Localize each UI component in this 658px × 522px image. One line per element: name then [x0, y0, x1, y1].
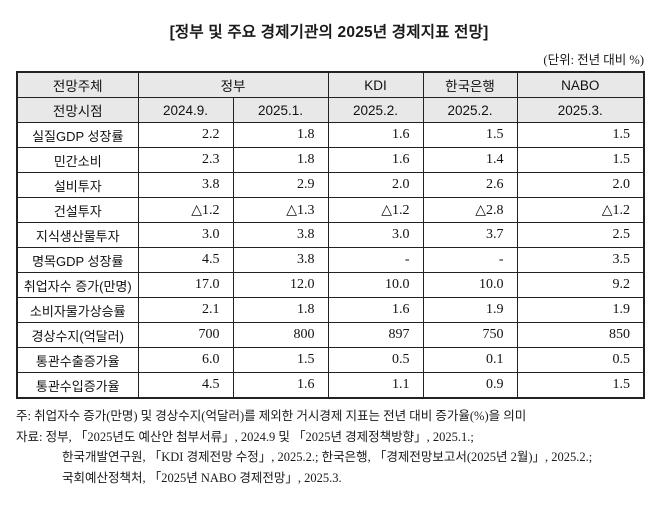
cell-value: 1.8 — [232, 122, 329, 148]
cell-value: 2.1 — [137, 297, 234, 323]
header-date: 2024.9. — [137, 97, 234, 123]
cell-value: △1.2 — [137, 197, 234, 223]
cell-value: 3.8 — [137, 172, 234, 198]
cell-value: 3.0 — [137, 222, 234, 248]
cell-value: - — [422, 247, 518, 273]
cell-value: 800 — [232, 322, 329, 348]
row-label: 통관수입증가율 — [16, 372, 139, 399]
source-line: 한국개발연구원, 「KDI 경제전망 수정」, 2025.2.; 한국은행, 「… — [62, 450, 593, 464]
row-label: 지식생산물투자 — [16, 222, 139, 248]
cell-value: 2.9 — [232, 172, 329, 198]
table-row: 실질GDP 성장률 2.2 1.8 1.6 1.5 1.5 — [16, 122, 645, 148]
cell-value: 1.8 — [232, 297, 329, 323]
cell-value: 3.8 — [232, 222, 329, 248]
cell-value: 1.9 — [516, 297, 645, 323]
table-row: 경상수지(억달러) 700 800 897 750 850 — [16, 322, 645, 348]
cell-value: 700 — [137, 322, 234, 348]
cell-value: 0.5 — [516, 347, 645, 373]
header-date: 2025.2. — [327, 97, 424, 123]
cell-value: - — [327, 247, 424, 273]
cell-value: 2.6 — [422, 172, 518, 198]
table-row: 소비자물가상승률 2.1 1.8 1.6 1.9 1.9 — [16, 297, 645, 323]
cell-value: 1.5 — [516, 122, 645, 148]
header-date: 2025.3. — [516, 97, 645, 123]
table-row: 설비투자 3.8 2.9 2.0 2.6 2.0 — [16, 172, 645, 198]
header-institution-government: 정부 — [137, 71, 329, 98]
cell-value: 1.4 — [422, 147, 518, 173]
cell-value: △1.2 — [327, 197, 424, 223]
cell-value: 6.0 — [137, 347, 234, 373]
row-label: 소비자물가상승률 — [16, 297, 139, 323]
cell-value: 3.8 — [232, 247, 329, 273]
cell-value: 1.9 — [422, 297, 518, 323]
cell-value: 1.5 — [232, 347, 329, 373]
row-label: 건설투자 — [16, 197, 139, 223]
row-label: 민간소비 — [16, 147, 139, 173]
cell-value: 1.6 — [232, 372, 329, 399]
header-institution-bok: 한국은행 — [422, 71, 518, 98]
header-institution-kdi: KDI — [327, 71, 424, 98]
cell-value: 1.5 — [516, 147, 645, 173]
cell-value: △1.3 — [232, 197, 329, 223]
header-row-date: 전망시점 2024.9. 2025.1. 2025.2. 2025.2. 202… — [16, 97, 645, 123]
cell-value: 0.1 — [422, 347, 518, 373]
table-row: 지식생산물투자 3.0 3.8 3.0 3.7 2.5 — [16, 222, 645, 248]
cell-value: 4.5 — [137, 372, 234, 399]
cell-value: 2.0 — [327, 172, 424, 198]
cell-value: 1.5 — [516, 372, 645, 399]
cell-value: 2.2 — [137, 122, 234, 148]
cell-value: 0.9 — [422, 372, 518, 399]
cell-value: 1.8 — [232, 147, 329, 173]
cell-value: 17.0 — [137, 272, 234, 298]
cell-value: 0.5 — [327, 347, 424, 373]
cell-value: 1.1 — [327, 372, 424, 399]
table-row: 명목GDP 성장률 4.5 3.8- -3.5 — [16, 247, 645, 273]
page-title: [정부 및 주요 경제기관의 2025년 경제지표 전망] — [169, 24, 489, 41]
header-date: 2025.1. — [232, 97, 329, 123]
source-line: 자료: 정부, 「2025년도 예산안 첨부서류」, 2024.9 및 「202… — [16, 429, 474, 444]
header-institution-nabo: NABO — [516, 71, 645, 98]
cell-value: 9.2 — [516, 272, 645, 298]
cell-value: 750 — [422, 322, 518, 348]
table-row: 취업자수 증가(만명) 17.0 12.0 10.0 10.0 9.2 — [16, 272, 645, 298]
cell-value: 2.0 — [516, 172, 645, 198]
cell-value: 10.0 — [422, 272, 518, 298]
unit-label: (단위: 전년 대비 %) — [543, 53, 644, 67]
row-label: 설비투자 — [16, 172, 139, 198]
cell-value: △1.2 — [516, 197, 645, 223]
row-label: 실질GDP 성장률 — [16, 122, 139, 148]
cell-value: 10.0 — [327, 272, 424, 298]
document-content: (단위: 전년 대비 %) 전망주체 정부 KDI 한국은행 NABO 전망시점… — [16, 49, 645, 488]
row-label: 통관수출증가율 — [16, 347, 139, 373]
header-row-subject: 전망주체 정부 KDI 한국은행 NABO — [16, 71, 645, 98]
cell-value: △2.8 — [422, 197, 518, 223]
cell-value: 2.3 — [137, 147, 234, 173]
cell-value: 2.5 — [516, 222, 645, 248]
table-row: 건설투자 △1.2 △1.3 △1.2 △2.8 △1.2 — [16, 197, 645, 223]
row-label: 경상수지(억달러) — [16, 322, 139, 348]
table-row: 통관수입증가율 4.5 1.6 1.1 0.9 1.5 — [16, 372, 645, 399]
cell-value: 897 — [327, 322, 424, 348]
cell-value: 12.0 — [232, 272, 329, 298]
row-label: 명목GDP 성장률 — [16, 247, 139, 273]
cell-value: 850 — [516, 322, 645, 348]
cell-value: 3.5 — [516, 247, 645, 273]
cell-value: 3.0 — [327, 222, 424, 248]
row-label: 취업자수 증가(만명) — [16, 272, 139, 298]
cell-value: 1.6 — [327, 297, 424, 323]
cell-value: 3.7 — [422, 222, 518, 248]
cell-value: 1.6 — [327, 122, 424, 148]
source-line: 국회예산정책처, 「2025년 NABO 경제전망」, 2025.3. — [62, 470, 342, 485]
footnotes: 주: 취업자수 증가(만명) 및 경상수지(억달러)를 제외한 거시경제 지표는… — [16, 406, 644, 488]
table-row: 통관수출증가율 6.0 1.5 0.5 0.1 0.5 — [16, 347, 645, 373]
header-date-label: 전망시점 — [16, 97, 139, 123]
cell-value: 1.6 — [327, 147, 424, 173]
table-row: 민간소비 2.3 1.8 1.6 1.4 1.5 — [16, 147, 645, 173]
cell-value: 4.5 — [137, 247, 234, 273]
header-subject-label: 전망주체 — [16, 71, 139, 98]
note-line: 주: 취업자수 증가(만명) 및 경상수지(억달러)를 제외한 거시경제 지표는… — [16, 409, 527, 423]
forecast-table: 전망주체 정부 KDI 한국은행 NABO 전망시점 2024.9. 2025.… — [16, 71, 645, 399]
header-date: 2025.2. — [422, 97, 518, 123]
cell-value: 1.5 — [422, 122, 518, 148]
